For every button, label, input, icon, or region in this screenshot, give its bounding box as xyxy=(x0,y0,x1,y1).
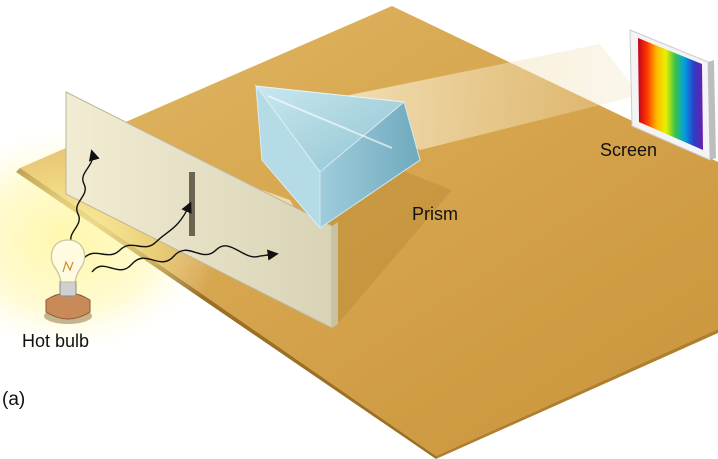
light-ray-slit xyxy=(83,201,192,259)
panel-label: (a) xyxy=(2,389,26,410)
slit-plate-shadow xyxy=(322,168,452,326)
table-edge-right xyxy=(436,329,718,459)
prism-side-face xyxy=(319,101,421,229)
label-screen: Screen xyxy=(600,140,658,160)
bulb-icon xyxy=(50,239,86,283)
slit xyxy=(189,172,195,236)
spectrum xyxy=(638,38,703,150)
slit-plate-edge xyxy=(332,222,338,328)
label-hot-bulb: Hot bulb xyxy=(22,331,90,351)
light-ray-right xyxy=(91,245,279,273)
light-ray-up xyxy=(70,149,100,245)
prism-highlight xyxy=(267,95,393,149)
bulb-base xyxy=(45,292,91,320)
label-prism: Prism xyxy=(412,204,458,224)
bulb-filament xyxy=(62,260,74,273)
screen-stand xyxy=(708,60,716,160)
